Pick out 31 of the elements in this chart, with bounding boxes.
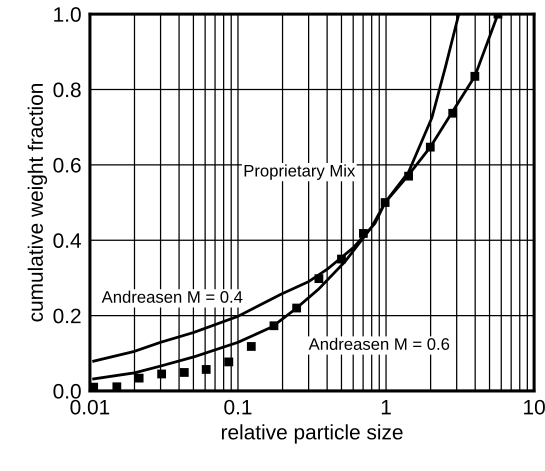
y-tick-label: 0.2	[53, 308, 81, 324]
series-label: Andreasen M = 0.6	[308, 338, 450, 350]
point	[292, 304, 302, 312]
point	[404, 172, 413, 181]
point	[314, 274, 324, 284]
point	[358, 229, 368, 238]
x-tick-label: 10	[524, 400, 545, 415]
y-tick-label: 0.0	[53, 384, 81, 399]
series-label: Andreasen M = 0.4	[102, 290, 242, 303]
point	[134, 374, 144, 383]
point	[448, 108, 458, 118]
y-axis-title: cumulative weight fraction	[28, 84, 48, 322]
y-tick-label: 0.6	[53, 158, 81, 173]
point	[157, 370, 166, 378]
point	[380, 198, 390, 207]
y-tick-label: 0.4	[53, 233, 81, 248]
point	[202, 365, 211, 374]
y-tick-label: 0.8	[53, 82, 81, 98]
y-tick-label: 1.0	[54, 7, 81, 22]
x-tick-label: 0.1	[224, 400, 252, 415]
point	[246, 342, 256, 351]
x-tick-label: 1	[382, 400, 391, 414]
x-axis-title: relative particle size	[222, 424, 403, 444]
series-label: Proprietary Mix	[244, 164, 356, 180]
point	[426, 142, 435, 152]
point	[224, 358, 234, 366]
x-tick-label: 0.01	[70, 400, 110, 415]
point	[180, 368, 189, 377]
point	[337, 254, 346, 264]
point	[270, 321, 278, 330]
point	[470, 72, 480, 81]
